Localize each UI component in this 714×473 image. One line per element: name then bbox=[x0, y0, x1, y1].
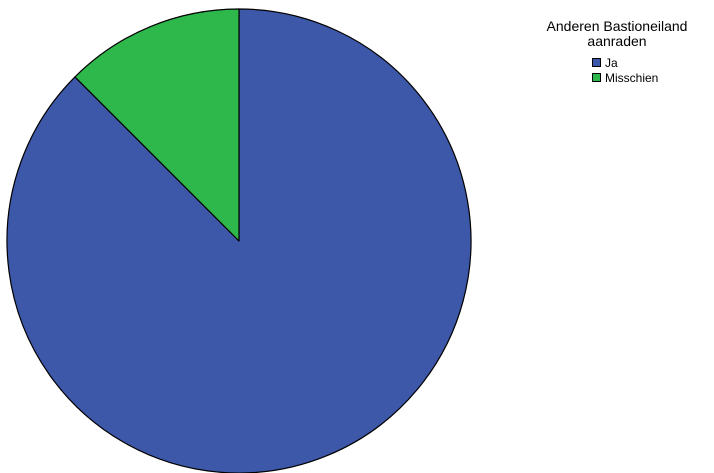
legend-swatch-ja bbox=[592, 58, 601, 67]
legend-title-line-1: Anderen Bastioneiland bbox=[546, 18, 688, 34]
legend: Anderen Bastioneiland aanraden Ja Missch… bbox=[520, 19, 714, 85]
legend-title: Anderen Bastioneiland aanraden bbox=[520, 19, 714, 49]
legend-item-misschien: Misschien bbox=[592, 70, 714, 85]
legend-swatch-misschien bbox=[592, 73, 601, 82]
pie-slices bbox=[6, 8, 472, 473]
legend-label-ja: Ja bbox=[605, 55, 618, 70]
pie-slice-misschien bbox=[74, 8, 240, 242]
legend-items: Ja Misschien bbox=[520, 55, 714, 85]
legend-label-misschien: Misschien bbox=[605, 70, 659, 85]
legend-title-line-2: aanraden bbox=[587, 33, 647, 49]
legend-item-ja: Ja bbox=[592, 55, 714, 70]
